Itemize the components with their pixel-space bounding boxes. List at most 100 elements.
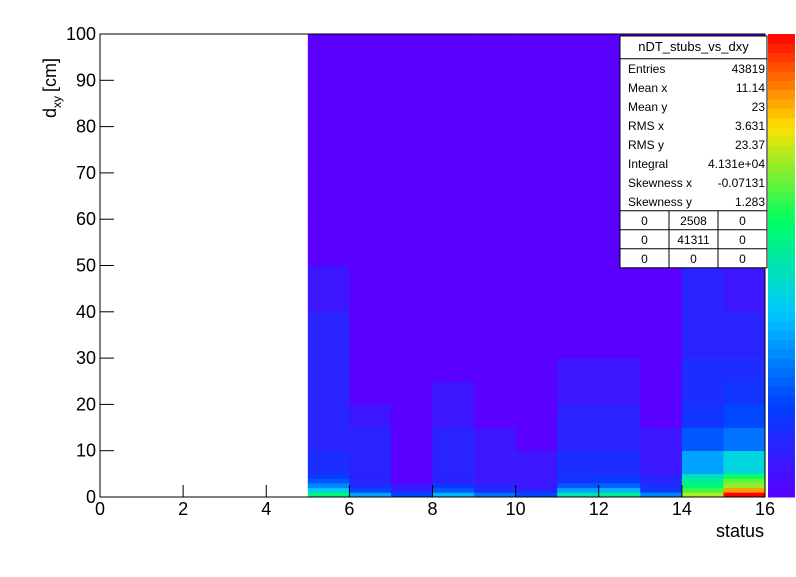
cell — [557, 478, 600, 484]
stat-name: Mean y — [628, 100, 667, 114]
cell — [557, 492, 600, 498]
stat-value: 4.131e+04 — [708, 157, 765, 171]
stats-title: nDT_stubs_vs_dxy — [638, 39, 749, 54]
cell — [432, 478, 475, 484]
cell — [681, 358, 724, 382]
overflow-cell: 2508 — [680, 214, 707, 228]
cell — [515, 34, 558, 81]
cell — [515, 483, 558, 489]
palette-step — [768, 228, 795, 239]
y-tick-label: 60 — [76, 209, 96, 229]
cell — [349, 219, 392, 266]
stat-value: -0.07131 — [718, 176, 766, 190]
palette-step — [768, 117, 795, 128]
palette-step — [768, 154, 795, 165]
cell — [390, 487, 433, 493]
cell — [515, 126, 558, 174]
cell — [723, 473, 766, 479]
cell — [557, 219, 600, 266]
cell — [681, 473, 724, 479]
cell — [515, 487, 558, 493]
cell — [349, 34, 392, 81]
cell — [390, 450, 433, 475]
cell — [598, 450, 641, 475]
cell — [681, 487, 724, 493]
cell — [557, 404, 600, 428]
cell — [557, 265, 600, 313]
cell — [640, 427, 683, 451]
palette-step — [768, 432, 795, 442]
y-tick-label: 50 — [76, 256, 96, 276]
palette-step — [768, 237, 795, 248]
x-axis-label: status — [716, 521, 764, 541]
cell — [349, 311, 392, 359]
cell — [640, 478, 683, 484]
x-tick-label: 10 — [506, 499, 526, 519]
cell — [723, 265, 766, 313]
stat-name: RMS y — [628, 138, 664, 152]
cell — [598, 427, 641, 451]
stat-name: Skewness y — [628, 195, 692, 209]
palette-step — [768, 145, 795, 155]
cell — [557, 80, 600, 127]
cell — [432, 311, 475, 359]
cell — [349, 492, 392, 498]
palette-step — [768, 71, 795, 81]
cell — [515, 492, 558, 498]
cell — [681, 404, 724, 428]
cell — [515, 478, 558, 484]
cell — [474, 473, 516, 479]
cell — [432, 80, 475, 127]
cell — [349, 404, 392, 428]
palette-step — [768, 98, 795, 109]
cell — [681, 265, 724, 313]
palette-step — [768, 135, 795, 146]
cell — [307, 381, 350, 405]
cell — [307, 478, 350, 484]
cell — [432, 172, 475, 220]
cell — [598, 358, 641, 382]
palette-step — [768, 404, 795, 415]
cell — [307, 80, 350, 127]
cell — [598, 311, 641, 359]
cell — [681, 478, 724, 484]
palette-step — [768, 256, 795, 266]
x-tick-label: 4 — [261, 499, 271, 519]
x-tick-label: 2 — [178, 499, 188, 519]
palette-step — [768, 126, 795, 137]
cell — [349, 80, 392, 127]
palette-step — [768, 339, 795, 350]
cell — [557, 126, 600, 174]
palette-step — [768, 293, 795, 304]
cell — [390, 172, 433, 220]
cell — [390, 80, 433, 127]
palette-step — [768, 395, 795, 405]
cell — [598, 478, 641, 484]
cell — [640, 450, 683, 475]
stats-box: nDT_stubs_vs_dxy Entries 43819 Mean x 11.14 M… — [619, 35, 768, 269]
cell — [723, 311, 766, 359]
cell — [474, 358, 516, 382]
cell — [349, 265, 392, 313]
palette-step — [768, 348, 795, 359]
cell — [723, 381, 766, 405]
stat-name: Integral — [628, 157, 668, 171]
y-tick-label: 80 — [76, 117, 96, 137]
overflow-cell: 0 — [739, 233, 746, 247]
cell — [640, 492, 683, 498]
overflow-cell: 0 — [690, 252, 697, 266]
overflow-cell: 41311 — [677, 233, 710, 247]
palette-step — [768, 478, 795, 489]
x-tick-label: 8 — [427, 499, 437, 519]
palette-step — [768, 450, 795, 461]
cell — [474, 311, 516, 359]
cell — [557, 358, 600, 382]
cell — [307, 219, 350, 266]
cell — [474, 404, 516, 428]
palette-step — [768, 469, 795, 479]
stat-value: 3.631 — [735, 119, 765, 133]
cell — [432, 473, 475, 479]
y-axis-label: dxy [cm] — [40, 58, 64, 118]
stat-value: 23.37 — [735, 138, 765, 152]
